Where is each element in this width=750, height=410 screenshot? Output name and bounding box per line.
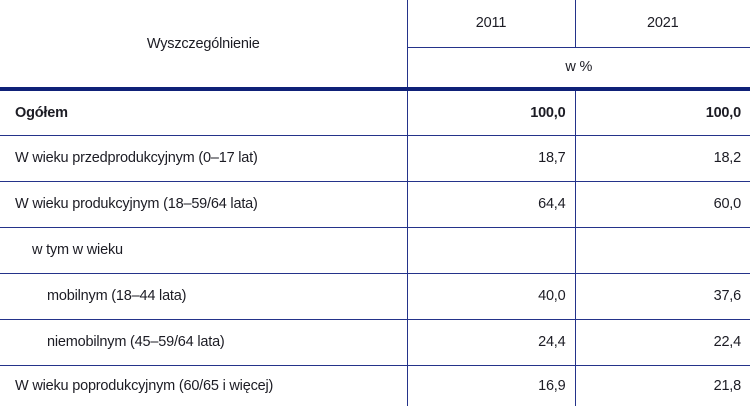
table-row: niemobilnym (45–59/64 lata) 24,4 22,4 <box>0 319 750 366</box>
row-label: W wieku poprodukcyjnym (60/65 i więcej) <box>15 377 274 394</box>
value-2021: 60,0 <box>574 181 750 228</box>
row-label: W wieku produkcyjnym (18–59/64 lata) <box>0 181 407 228</box>
value-2011: 18,7 <box>406 135 575 182</box>
table-row-subheading: w tym w wieku <box>0 227 750 274</box>
header-row-unit: w % <box>0 46 750 91</box>
table-row-total: Ogółem 100,0 100,0 <box>0 89 750 136</box>
table-row: W wieku poprodukcyjnym (60/65 i więcej) … <box>0 365 750 406</box>
table-row: mobilnym (18–44 lata) 40,0 37,6 <box>0 273 750 320</box>
value-2021: 18,2 <box>574 135 750 182</box>
table-row: W wieku przedprodukcyjnym (0–17 lat) 18,… <box>0 135 750 182</box>
value-2011: 24,4 <box>406 319 575 366</box>
row-label: mobilnym (18–44 lata) <box>0 273 407 320</box>
table-header: Wyszczególnienie 2011 2021 w % <box>0 0 750 91</box>
value-2011: 16,9 <box>406 365 575 406</box>
row-label: w tym w wieku <box>0 227 407 274</box>
value-2021: 37,6 <box>574 273 750 320</box>
table-body: Ogółem 100,0 100,0 W wieku przedprodukcy… <box>0 89 750 406</box>
value-2021: 100,0 <box>574 89 750 136</box>
col-header-2021: 2021 <box>574 0 750 47</box>
value-2021: 22,4 <box>574 319 750 366</box>
value-2011 <box>406 227 575 274</box>
header-row-years: Wyszczególnienie 2011 2021 <box>0 0 750 91</box>
row-label: Ogółem <box>0 89 407 136</box>
value-2011: 64,4 <box>406 181 575 228</box>
col-header-specification: Wyszczególnienie <box>0 0 407 91</box>
unit-header: w % <box>406 46 750 91</box>
value-2021 <box>574 227 750 274</box>
col-header-2011: 2011 <box>406 0 575 47</box>
row-label: W wieku przedprodukcyjnym (0–17 lat) <box>0 135 407 182</box>
value-2011: 40,0 <box>406 273 575 320</box>
table-row: W wieku produkcyjnym (18–59/64 lata) 64,… <box>0 181 750 228</box>
value-2021: 21,8 <box>574 365 750 406</box>
row-label: niemobilnym (45–59/64 lata) <box>0 319 407 366</box>
value-2011: 100,0 <box>406 89 575 136</box>
